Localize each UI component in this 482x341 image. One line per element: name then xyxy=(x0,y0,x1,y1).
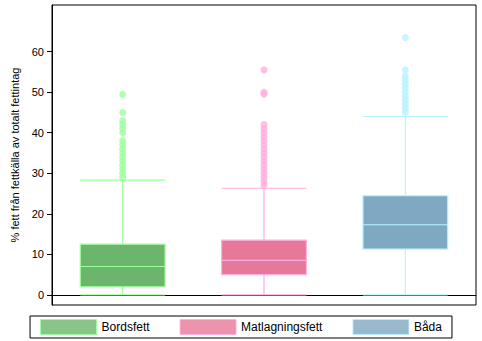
svg-text:% fett från fettkälla av total: % fett från fettkälla av totalt fettinta… xyxy=(9,68,21,243)
svg-text:0: 0 xyxy=(38,289,44,301)
svg-text:30: 30 xyxy=(32,167,44,179)
svg-text:10: 10 xyxy=(32,248,44,260)
svg-text:50: 50 xyxy=(32,86,44,98)
svg-text:40: 40 xyxy=(32,127,44,139)
svg-text:Båda: Båda xyxy=(414,320,442,334)
svg-text:Bordsfett: Bordsfett xyxy=(102,320,151,334)
svg-text:Matlagningsfett: Matlagningsfett xyxy=(241,320,323,334)
svg-text:60: 60 xyxy=(32,46,44,58)
svg-text:20: 20 xyxy=(32,208,44,220)
